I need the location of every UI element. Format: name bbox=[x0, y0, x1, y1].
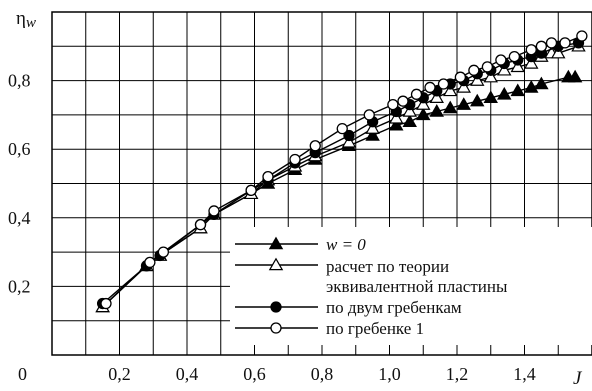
data-point-comb-1 bbox=[576, 30, 588, 42]
data-point-plate-theory bbox=[483, 69, 498, 83]
data-point-w0 bbox=[443, 100, 458, 114]
data-point-w0 bbox=[483, 90, 498, 104]
data-point-w0 bbox=[497, 86, 512, 100]
data-point-plate-theory bbox=[365, 121, 380, 134]
data-point-plate-theory bbox=[416, 97, 431, 110]
data-point-comb-1 bbox=[336, 122, 348, 135]
y-axis-label-sub: w bbox=[26, 15, 36, 31]
data-point-w0 bbox=[470, 93, 485, 107]
data-point-comb-1 bbox=[468, 64, 480, 76]
data-point-comb-1 bbox=[387, 98, 399, 111]
data-point-comb-1 bbox=[144, 256, 156, 269]
data-point-comb-1 bbox=[208, 205, 220, 217]
data-point-comb-1 bbox=[495, 54, 507, 66]
x-axis-label: J bbox=[573, 368, 583, 389]
legend-marker-comb-1 bbox=[270, 322, 282, 334]
data-point-comb-1 bbox=[525, 44, 537, 56]
data-point-plate-theory bbox=[524, 56, 539, 69]
legend-background bbox=[230, 227, 592, 345]
data-point-comb-1 bbox=[245, 184, 257, 197]
data-point-comb-1 bbox=[559, 37, 571, 49]
x-tick-label: 1,2 bbox=[446, 364, 469, 384]
y-tick-label: 0,2 bbox=[8, 276, 31, 296]
data-point-plate-theory bbox=[470, 73, 485, 86]
data-point-comb-1 bbox=[545, 37, 558, 49]
x-tick-label: 0,8 bbox=[311, 364, 334, 384]
data-point-w0 bbox=[534, 76, 549, 90]
data-point-plate-theory bbox=[341, 134, 357, 148]
x-tick-label: 1,0 bbox=[378, 364, 401, 384]
axes: 0,2 0,4 0,6 0,8 1,0 1,2 1,4 0,2 0,4 0,6 0,8 bbox=[8, 11, 592, 384]
data-point-comb-1 bbox=[454, 71, 467, 83]
legend-samples bbox=[235, 236, 318, 334]
data-point-comb-1 bbox=[262, 170, 274, 183]
legend-label-plate-line1: расчет по теории bbox=[326, 257, 449, 276]
data-point-plate-theory bbox=[443, 83, 458, 97]
data-point-w0 bbox=[510, 83, 525, 97]
legend-label-two-combs: по двум гребенкам bbox=[326, 298, 462, 317]
data-point-plate-theory bbox=[510, 59, 525, 73]
x-tick-label: 1,4 bbox=[513, 364, 536, 384]
x-tick-label: 0,2 bbox=[108, 364, 131, 384]
legend: w = 0 расчет по теории эквивалентной пла… bbox=[230, 227, 592, 345]
svg-text:ηw: ηw bbox=[16, 8, 36, 31]
data-point-w0 bbox=[416, 107, 431, 121]
legend-marker-plate-theory bbox=[268, 257, 284, 271]
data-point-w0 bbox=[365, 128, 380, 141]
data-point-comb-1 bbox=[535, 40, 548, 52]
origin-tick-label: 0 bbox=[18, 364, 27, 384]
legend-label-w0: w = 0 bbox=[326, 235, 366, 254]
legend-marker-w0 bbox=[268, 236, 284, 250]
data-point-comb-1 bbox=[289, 153, 301, 166]
data-point-w0 bbox=[567, 69, 583, 83]
x-tick-label: 0,4 bbox=[176, 364, 199, 384]
y-axis-label: ηw bbox=[16, 8, 36, 31]
data-point-w0 bbox=[402, 114, 417, 128]
data-point-comb-1 bbox=[397, 95, 409, 107]
data-point-comb-1 bbox=[157, 246, 170, 258]
y-tick-label: 0,6 bbox=[8, 139, 31, 159]
data-point-w0 bbox=[456, 97, 471, 110]
legend-marker-two-combs bbox=[270, 301, 282, 313]
data-point-comb-1 bbox=[437, 78, 450, 90]
y-axis-label-main: η bbox=[16, 8, 26, 29]
data-point-plate-theory bbox=[551, 45, 566, 59]
data-series bbox=[95, 30, 588, 313]
data-point-plate-theory bbox=[402, 104, 417, 117]
data-point-comb-1 bbox=[508, 50, 521, 63]
data-point-plate-theory bbox=[456, 80, 471, 93]
data-point-comb-1 bbox=[100, 297, 112, 310]
data-point-w0 bbox=[389, 117, 404, 131]
x-tick-label: 0,6 bbox=[243, 364, 266, 384]
data-point-two-combs bbox=[343, 129, 355, 142]
data-point-comb-1 bbox=[194, 219, 207, 231]
data-point-comb-1 bbox=[363, 109, 375, 121]
data-point-w0 bbox=[524, 80, 539, 93]
data-point-plate-theory bbox=[429, 90, 444, 104]
data-point-comb-1 bbox=[309, 140, 321, 152]
data-point-plate-theory bbox=[497, 62, 512, 76]
data-point-w0 bbox=[429, 104, 444, 117]
data-point-comb-1 bbox=[424, 81, 436, 94]
legend-label-plate-line2: эквивалентной пластины bbox=[326, 277, 508, 296]
plot-frame bbox=[51, 11, 592, 356]
data-point-plate-theory bbox=[389, 110, 404, 124]
y-tick-label: 0,4 bbox=[8, 208, 31, 228]
legend-label-comb-1: по гребенке 1 bbox=[326, 319, 424, 338]
data-point-comb-1 bbox=[481, 61, 494, 73]
series-comb-1 bbox=[100, 30, 588, 310]
data-point-comb-1 bbox=[410, 88, 423, 100]
y-tick-label: 0,8 bbox=[8, 71, 31, 91]
